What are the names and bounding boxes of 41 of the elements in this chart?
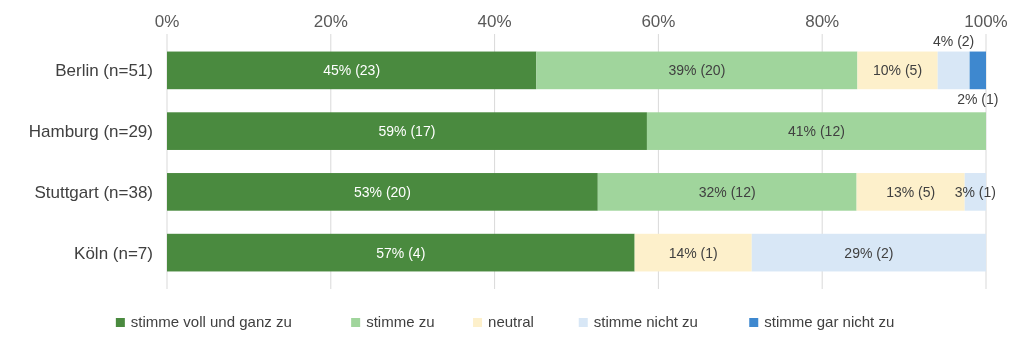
x-tick-label: 0% — [154, 12, 180, 31]
legend-label: neutral — [488, 313, 534, 330]
data-label: 39% (20) — [668, 62, 726, 79]
bar — [646, 112, 986, 150]
x-tick-label: 60% — [641, 12, 676, 31]
x-tick-label: 100% — [964, 12, 1008, 31]
data-label: 3% (1) — [954, 183, 996, 200]
y-tick-label: Köln (n=7) — [74, 243, 153, 263]
bar — [937, 51, 970, 90]
bar — [167, 51, 537, 90]
bar — [536, 51, 858, 90]
data-label: 41% (12) — [788, 123, 845, 140]
data-label: 32% (12) — [698, 183, 756, 200]
bar — [634, 233, 752, 272]
data-label: 14% (1) — [668, 244, 718, 261]
legend-label: stimme voll und ganz zu — [130, 313, 292, 330]
x-tick-label: 40% — [477, 12, 512, 31]
data-label: 13% (5) — [886, 183, 936, 200]
data-label: 59% (17) — [378, 123, 436, 140]
data-label: 45% (23) — [323, 62, 381, 79]
legend-label: stimme gar nicht zu — [764, 313, 895, 330]
y-tick-label: Berlin (n=51) — [55, 61, 153, 81]
y-tick-label: Hamburg (n=29) — [28, 122, 153, 142]
bar — [167, 233, 635, 272]
x-tick-label: 20% — [313, 12, 348, 31]
data-label: 2% (1) — [957, 91, 999, 108]
bar — [969, 51, 986, 90]
data-label: 10% (5) — [873, 62, 923, 79]
legend-label: stimme nicht zu — [593, 313, 698, 330]
bar — [751, 233, 986, 272]
data-label: 57% (4) — [376, 244, 426, 261]
data-label: 29% (2) — [844, 244, 894, 261]
legend-label: stimme zu — [366, 313, 435, 330]
bar — [167, 173, 598, 211]
data-label: 4% (2) — [933, 32, 975, 49]
bar — [597, 173, 857, 211]
y-tick-label: Stuttgart (n=38) — [34, 182, 153, 202]
bar — [857, 51, 938, 90]
data-label: 53% (20) — [353, 183, 411, 200]
x-tick-label: 80% — [805, 12, 840, 31]
bar — [167, 112, 647, 150]
